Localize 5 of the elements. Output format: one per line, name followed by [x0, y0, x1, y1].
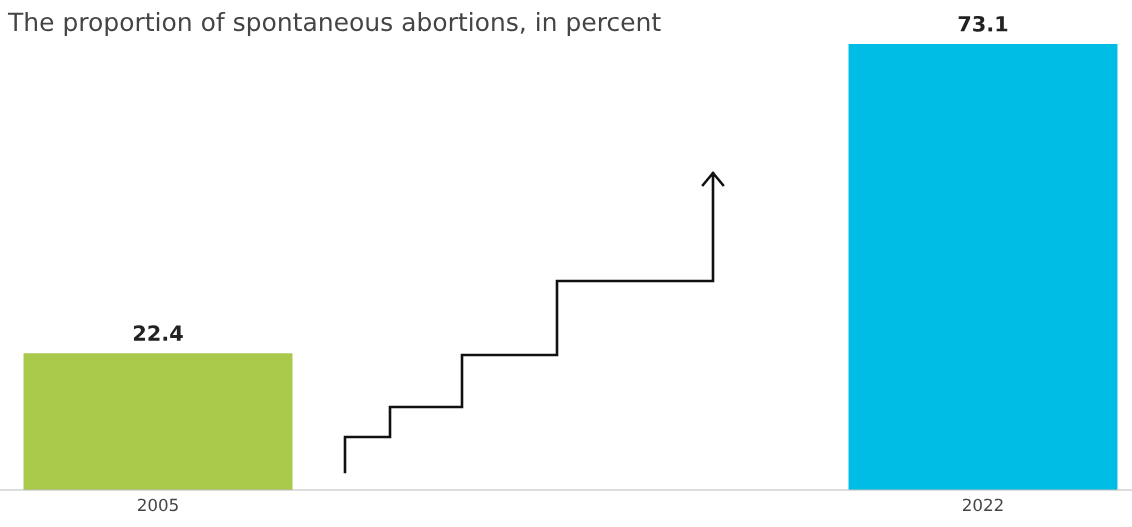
x-tick-label: 2005 [138, 498, 178, 512]
chart-title: The proportion of spontaneous abortions, in percent [7, 11, 661, 37]
data-label: 22.4 [133, 325, 183, 341]
data-label: 73.1 [958, 15, 1008, 32]
x-tick-label: 2022 [963, 498, 1003, 512]
